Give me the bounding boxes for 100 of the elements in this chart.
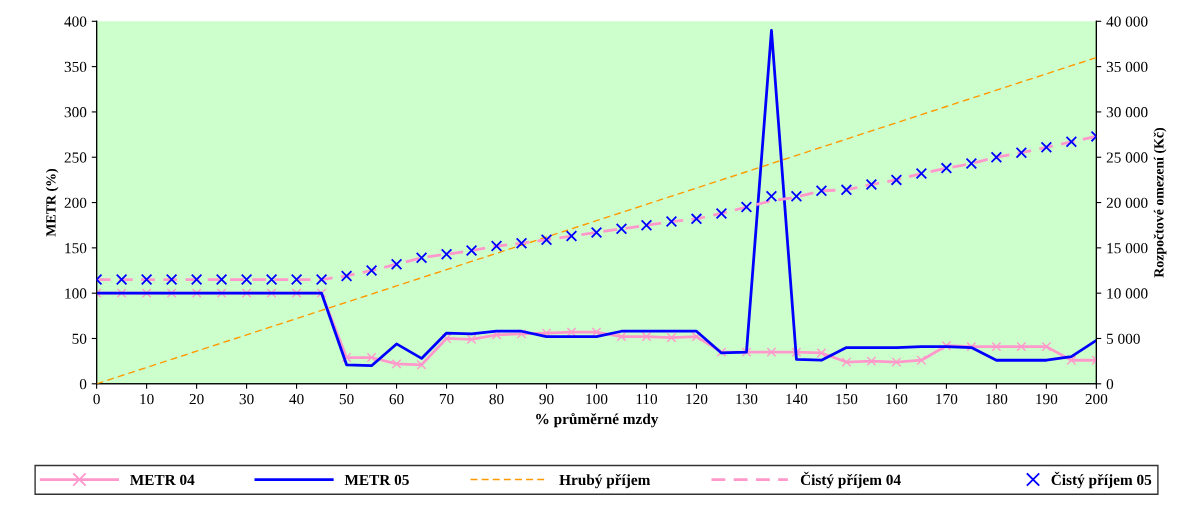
y2-tick-label: 40 000 <box>1106 16 1148 27</box>
point <box>716 347 727 357</box>
point <box>691 331 702 342</box>
point <box>741 347 752 357</box>
x-axis-title: % průměrné mzdy <box>536 412 659 428</box>
point <box>616 331 627 342</box>
x-tick-label: 70 <box>439 393 454 405</box>
point <box>391 358 402 369</box>
point <box>941 340 952 351</box>
x-tick-label: 90 <box>539 393 554 405</box>
x-tick-label: 10 <box>140 393 154 405</box>
point <box>116 288 127 299</box>
point <box>265 273 278 286</box>
x-tick-label: 60 <box>389 393 404 405</box>
line-series <box>96 135 1097 281</box>
point <box>241 288 252 299</box>
y2-tick-label: 30 000 <box>1106 107 1148 118</box>
point <box>190 273 203 286</box>
point <box>666 332 677 343</box>
point <box>466 334 477 345</box>
x-tick-label: 100 <box>586 393 608 405</box>
point <box>916 355 927 366</box>
point <box>141 288 152 299</box>
y-tick-label: 200 <box>64 197 87 208</box>
point <box>1066 355 1077 366</box>
point <box>991 341 1002 352</box>
point <box>890 174 903 186</box>
legend-label: METR 04 <box>130 474 195 486</box>
point <box>990 151 1003 163</box>
point <box>440 248 453 260</box>
x-tick-label: 0 <box>93 393 100 405</box>
point <box>165 273 178 286</box>
x-tick-label: 50 <box>339 393 354 405</box>
y2-tick-label: 35 000 <box>1106 61 1148 73</box>
y-tick-label: 300 <box>64 107 87 118</box>
point <box>516 329 527 339</box>
y-tick-label: 0 <box>79 378 87 390</box>
x-tick-label: 190 <box>1036 393 1058 405</box>
y2-tick-label: 20 000 <box>1106 197 1148 208</box>
point <box>640 219 653 231</box>
point <box>341 352 352 363</box>
y2-tick-label: 5 000 <box>1106 333 1140 344</box>
x-tick-label: 160 <box>886 393 908 405</box>
point <box>1016 341 1027 352</box>
point <box>915 167 928 180</box>
point <box>366 352 377 363</box>
point <box>340 270 353 282</box>
point <box>290 273 303 286</box>
point <box>465 244 478 257</box>
x-tick-label: 110 <box>636 393 658 405</box>
x-tick-label: 80 <box>489 393 504 405</box>
x-tick-label: 200 <box>1085 393 1108 405</box>
point <box>390 258 403 270</box>
point <box>815 184 828 197</box>
point <box>490 240 503 252</box>
y2-tick-label: 25 000 <box>1106 152 1148 163</box>
point <box>891 357 902 367</box>
point <box>715 207 728 220</box>
point <box>415 252 428 264</box>
point <box>790 190 803 202</box>
x-tick-label: 140 <box>786 393 808 405</box>
point <box>365 264 378 277</box>
y2-axis-title: Rozpočtové omezení (Kč) <box>1153 127 1167 278</box>
x-tick-label: 150 <box>836 393 858 405</box>
x-tick-label: 170 <box>936 393 958 405</box>
point <box>216 288 227 299</box>
point <box>940 162 953 174</box>
point <box>766 347 777 357</box>
point <box>166 288 177 299</box>
y2-tick-label: 0 <box>1106 378 1114 390</box>
point <box>965 157 978 170</box>
point <box>291 288 302 299</box>
x-tick-label: 20 <box>189 393 204 405</box>
point <box>1065 136 1078 148</box>
point <box>266 288 277 299</box>
point <box>315 273 328 286</box>
y2-tick-label: 10 000 <box>1107 288 1148 299</box>
y-tick-label: 400 <box>64 16 87 27</box>
point <box>816 348 827 358</box>
point <box>1040 141 1053 154</box>
point <box>515 237 528 250</box>
y-axis-title: METR (%) <box>45 169 59 237</box>
x-tick-label: 30 <box>239 393 254 405</box>
point <box>590 226 603 239</box>
legend-label: METR 05 <box>344 474 409 486</box>
y-tick-label: 50 <box>72 333 87 344</box>
point <box>865 178 878 191</box>
point <box>615 223 628 235</box>
point <box>641 331 652 342</box>
point <box>665 215 678 228</box>
y2-tick-label: 15 000 <box>1107 243 1148 254</box>
point <box>841 357 852 367</box>
point <box>765 190 778 202</box>
point <box>690 213 703 225</box>
point <box>740 201 753 213</box>
x-tick-label: 120 <box>686 393 708 405</box>
legend-label: Čistý příjem 04 <box>800 471 901 489</box>
point <box>191 288 202 299</box>
point <box>565 230 578 242</box>
point <box>215 273 228 286</box>
